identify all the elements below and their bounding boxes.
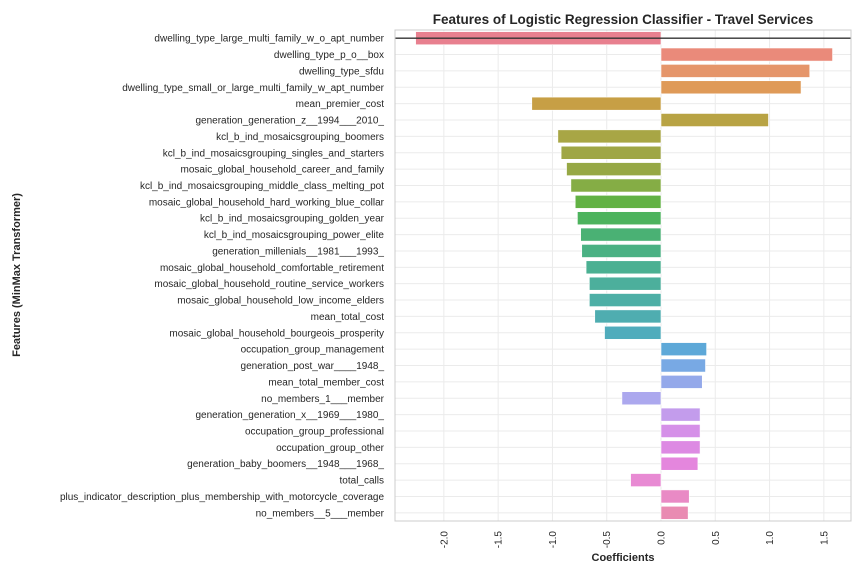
y-tick-label: total_calls	[340, 476, 384, 487]
y-tick-label: kcl_b_ind_mosaicsgrouping_singles_and_st…	[163, 148, 384, 159]
bar-13	[580, 227, 662, 242]
y-tick-label: mosaic_global_household_routine_service_…	[154, 279, 384, 290]
bar-7	[557, 129, 662, 144]
bar-14	[581, 244, 662, 258]
y-tick-label: occupation_group_professional	[245, 426, 384, 437]
bar-27	[660, 456, 699, 471]
y-tick-label: dwelling_type_large_multi_family_w_o_apt…	[154, 34, 384, 45]
y-tick-label: mosaic_global_household_hard_working_blu…	[149, 197, 385, 208]
y-tick-label: mosaic_global_household_bourgeois_prospe…	[169, 328, 384, 339]
bar-19	[604, 325, 662, 340]
y-tick-label: dwelling_type_small_or_large_multi_famil…	[122, 83, 384, 94]
y-tick-label: kcl_b_ind_mosaicsgrouping_boomers	[216, 132, 384, 143]
plot-frame	[394, 29, 852, 522]
bar-30	[660, 505, 689, 520]
y-tick-label: dwelling_type_sfdu	[299, 66, 384, 77]
x-tick-label: -1.5	[494, 531, 505, 549]
y-axis-title: Features (MinMax Transformer)	[11, 193, 23, 357]
x-tick-labels: -2.0 -1.5 -1.0 -0.5 0.0 0.5 1.0 1.5	[439, 531, 830, 549]
bar-10	[570, 178, 662, 193]
plot-border	[394, 29, 852, 522]
y-tick-label: generation_generation_x__1969___1980_	[195, 410, 384, 421]
x-tick-label: 0.5	[711, 531, 722, 545]
bar-4	[660, 80, 802, 95]
bar-28	[630, 473, 662, 487]
bar-2	[660, 47, 833, 62]
y-tick-label: occupation_group_other	[276, 443, 385, 454]
chart-title: Features of Logistic Regression Classifi…	[433, 12, 813, 27]
bar-11	[574, 195, 662, 209]
bar-12	[577, 211, 662, 226]
bar-8	[560, 145, 662, 160]
y-tick-label: generation_post_war____1948_	[241, 361, 385, 372]
bar-25	[660, 424, 701, 438]
y-tick-label: mean_premier_cost	[296, 99, 385, 110]
y-tick-label: no_members_1___member	[261, 394, 385, 405]
y-tick-label: generation_baby_boomers__1948___1968_	[187, 459, 384, 470]
y-tick-label: kcl_b_ind_mosaicsgrouping_middle_class_m…	[140, 181, 384, 192]
y-tick-label: plus_indicator_description_plus_membersh…	[60, 492, 385, 503]
bar-18	[594, 309, 662, 324]
bar-29	[660, 489, 690, 504]
x-tick-label: 0.0	[657, 531, 668, 545]
y-tick-label: dwelling_type_p_o__box	[274, 50, 384, 61]
x-tick-label: -2.0	[439, 531, 450, 549]
y-tick-label: generation_millenials__1981___1993_	[212, 246, 384, 257]
bar-15	[585, 260, 662, 275]
y-tick-labels: dwelling_type_large_multi_family_w_o_apt…	[60, 34, 385, 520]
y-tick-label: mosaic_global_household_career_and_famil…	[181, 165, 384, 176]
x-tick-label: 1.0	[765, 531, 776, 545]
bar-9	[566, 162, 662, 176]
y-tick-label: mean_total_member_cost	[268, 377, 384, 388]
y-tick-label: mosaic_global_household_comfortable_reti…	[160, 263, 384, 274]
bar-26	[660, 440, 701, 455]
y-tick-label: occupation_group_management	[241, 345, 385, 356]
bar-23	[621, 391, 662, 406]
bar-21	[660, 358, 706, 373]
bars	[415, 31, 833, 520]
x-axis-title: Coefficients	[592, 552, 655, 564]
bar-3	[660, 64, 811, 78]
bar-20	[660, 342, 707, 356]
y-tick-label: mosaic_global_household_low_income_elder…	[177, 296, 384, 307]
x-tick-label: -0.5	[602, 531, 613, 549]
bar-6	[660, 113, 769, 127]
y-tick-label: kcl_b_ind_mosaicsgrouping_golden_year	[200, 214, 385, 225]
y-tick-label: kcl_b_ind_mosaicsgrouping_power_elite	[204, 230, 385, 241]
bar-22	[660, 375, 703, 389]
bar-16	[589, 276, 662, 291]
bar-5	[531, 96, 662, 111]
bar-17	[589, 293, 662, 307]
y-tick-label: mean_total_cost	[311, 312, 385, 323]
bar-24	[660, 407, 701, 422]
x-tick-label: -1.0	[548, 531, 559, 549]
y-tick-label: generation_generation_z__1994___2010_	[195, 116, 384, 127]
y-tick-label: no_members__5___member	[256, 508, 385, 519]
x-tick-label: 1.5	[819, 531, 830, 545]
